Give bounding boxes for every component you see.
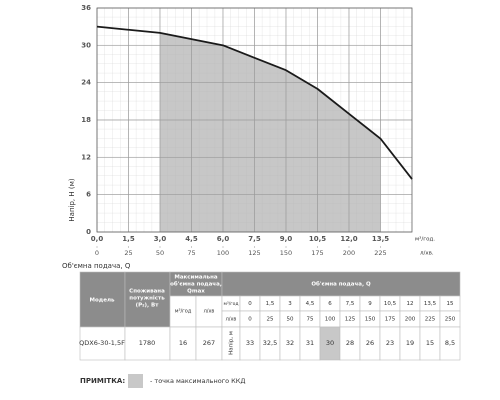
x2-tick-label: 150: [280, 249, 292, 257]
q-lmin: 75: [307, 317, 314, 323]
note-label: ПРИМІТКА:: [80, 377, 125, 385]
note-swatch: [128, 374, 143, 388]
q-m3h: 3: [288, 301, 292, 307]
y-label: Напір, H (м): [68, 178, 76, 221]
pump-curve: [96, 25, 413, 180]
head-value: 23: [386, 339, 394, 347]
q-m3h: 12: [407, 301, 414, 307]
data-cell: [195, 326, 223, 361]
head-value: 8,5: [445, 339, 455, 347]
q-m3h: 6: [328, 301, 332, 307]
q-m3h: 15: [447, 301, 454, 307]
y-tick-label: 30: [81, 41, 91, 49]
x-label: Об'ємна подача, Q: [62, 262, 131, 270]
x2-tick-label: 200: [343, 249, 355, 257]
chart: 0 6 12 18 24 30 36 0,0 1,5 3,0 4,5 6,0 7,5 9,0 10,5 12,…: [62, 4, 435, 270]
note-text: - точка максимального ККД: [150, 377, 245, 385]
y-tick-label: 12: [81, 153, 91, 161]
y-tick-label: 0: [86, 228, 91, 236]
x-tick-label: 6,0: [217, 235, 230, 243]
sub-header: м³/год: [224, 301, 239, 307]
q-m3h: 4,5: [306, 301, 315, 307]
x2-tick-label: 50: [156, 249, 164, 257]
x-tick-label: 9,0: [280, 235, 293, 243]
q-m3h: 13,5: [424, 301, 437, 307]
head-value: 32,5: [263, 339, 277, 347]
sub-header: м³/год: [175, 309, 192, 315]
q-lmin: 200: [405, 317, 416, 323]
x-tick-label: 1,5: [122, 235, 135, 243]
header-text: Модель: [90, 298, 115, 304]
q-lmin: 100: [325, 317, 336, 323]
header-text: Qmax: [187, 289, 205, 295]
x-tick-label: 3,0: [154, 235, 167, 243]
x-tick-label: 0,0: [91, 235, 104, 243]
qmax-m3h: 16: [179, 339, 187, 347]
header-cell: [79, 271, 126, 328]
head-value: 28: [346, 339, 354, 347]
q-m3h: 7,5: [346, 301, 355, 307]
x-tick-label: 7,5: [248, 235, 261, 243]
header-text: Максимальна: [174, 275, 218, 281]
q-lmin: 250: [445, 317, 456, 323]
head-value: 19: [406, 339, 414, 347]
q-m3h: 1,5: [266, 301, 275, 307]
plot-frame: [96, 7, 413, 233]
q-m3h: 0: [248, 301, 252, 307]
x2-tick-label: 25: [124, 249, 132, 257]
head-value: 33: [246, 339, 254, 347]
q-lmin: 125: [345, 317, 356, 323]
data-cell: [169, 326, 197, 361]
header-cell: [221, 271, 461, 297]
sub-header: л/хв: [226, 317, 237, 323]
x-tick-label: 10,5: [309, 235, 326, 243]
header-text: Споживана: [129, 289, 165, 295]
qmax-lmin: 267: [203, 339, 215, 347]
y-tick-label: 18: [81, 116, 91, 124]
data-cell: [124, 326, 171, 361]
q-lmin: 175: [385, 317, 396, 323]
q-lmin: 0: [248, 317, 252, 323]
x2-tick-label: 0: [95, 249, 99, 257]
q-lmin: 225: [425, 317, 436, 323]
x2-unit: л/хв.: [420, 251, 434, 257]
y-tick-label: 24: [81, 79, 91, 87]
x-tick-label: 4,5: [185, 235, 198, 243]
data-cell: [79, 326, 126, 361]
head-value: 30: [326, 339, 334, 347]
sub-cell: [195, 295, 223, 328]
x2-tick-label: 125: [248, 249, 260, 257]
header-text: об'ємна подача,: [170, 281, 222, 288]
y-tick-label: 6: [86, 191, 91, 199]
q-lmin: 25: [267, 317, 274, 323]
x2-tick-label: 225: [374, 249, 386, 257]
power: 1780: [139, 339, 156, 347]
y-tick-label: 36: [81, 4, 91, 12]
head-value: 32: [286, 339, 294, 347]
header-text: Об'ємна подача, Q: [311, 281, 371, 288]
header-text: потужність: [129, 296, 165, 302]
x2-tick-label: 100: [217, 249, 229, 257]
header-cell: [124, 271, 171, 328]
head-value: 26: [366, 339, 374, 347]
x-tick-label: 13,5: [372, 235, 389, 243]
sub-header: л/хв: [204, 309, 215, 315]
q-m3h: 9: [368, 301, 372, 307]
q-lmin: 50: [287, 317, 294, 323]
header-text: (P₂), Вт: [136, 303, 160, 309]
x-unit: м³/год.: [415, 236, 435, 243]
x2-tick-label: 175: [311, 249, 323, 257]
q-m3h: 10,5: [384, 301, 397, 307]
data-cell: [439, 326, 461, 361]
model: QDX6-30-1,5F: [79, 339, 125, 347]
x-tick-label: 12,0: [340, 235, 357, 243]
head-value: 31: [306, 339, 314, 347]
x2-tick-label: 75: [187, 249, 195, 257]
q-lmin: 150: [365, 317, 376, 323]
head-value: 15: [426, 339, 434, 347]
row-label: Напір, м: [229, 331, 235, 355]
